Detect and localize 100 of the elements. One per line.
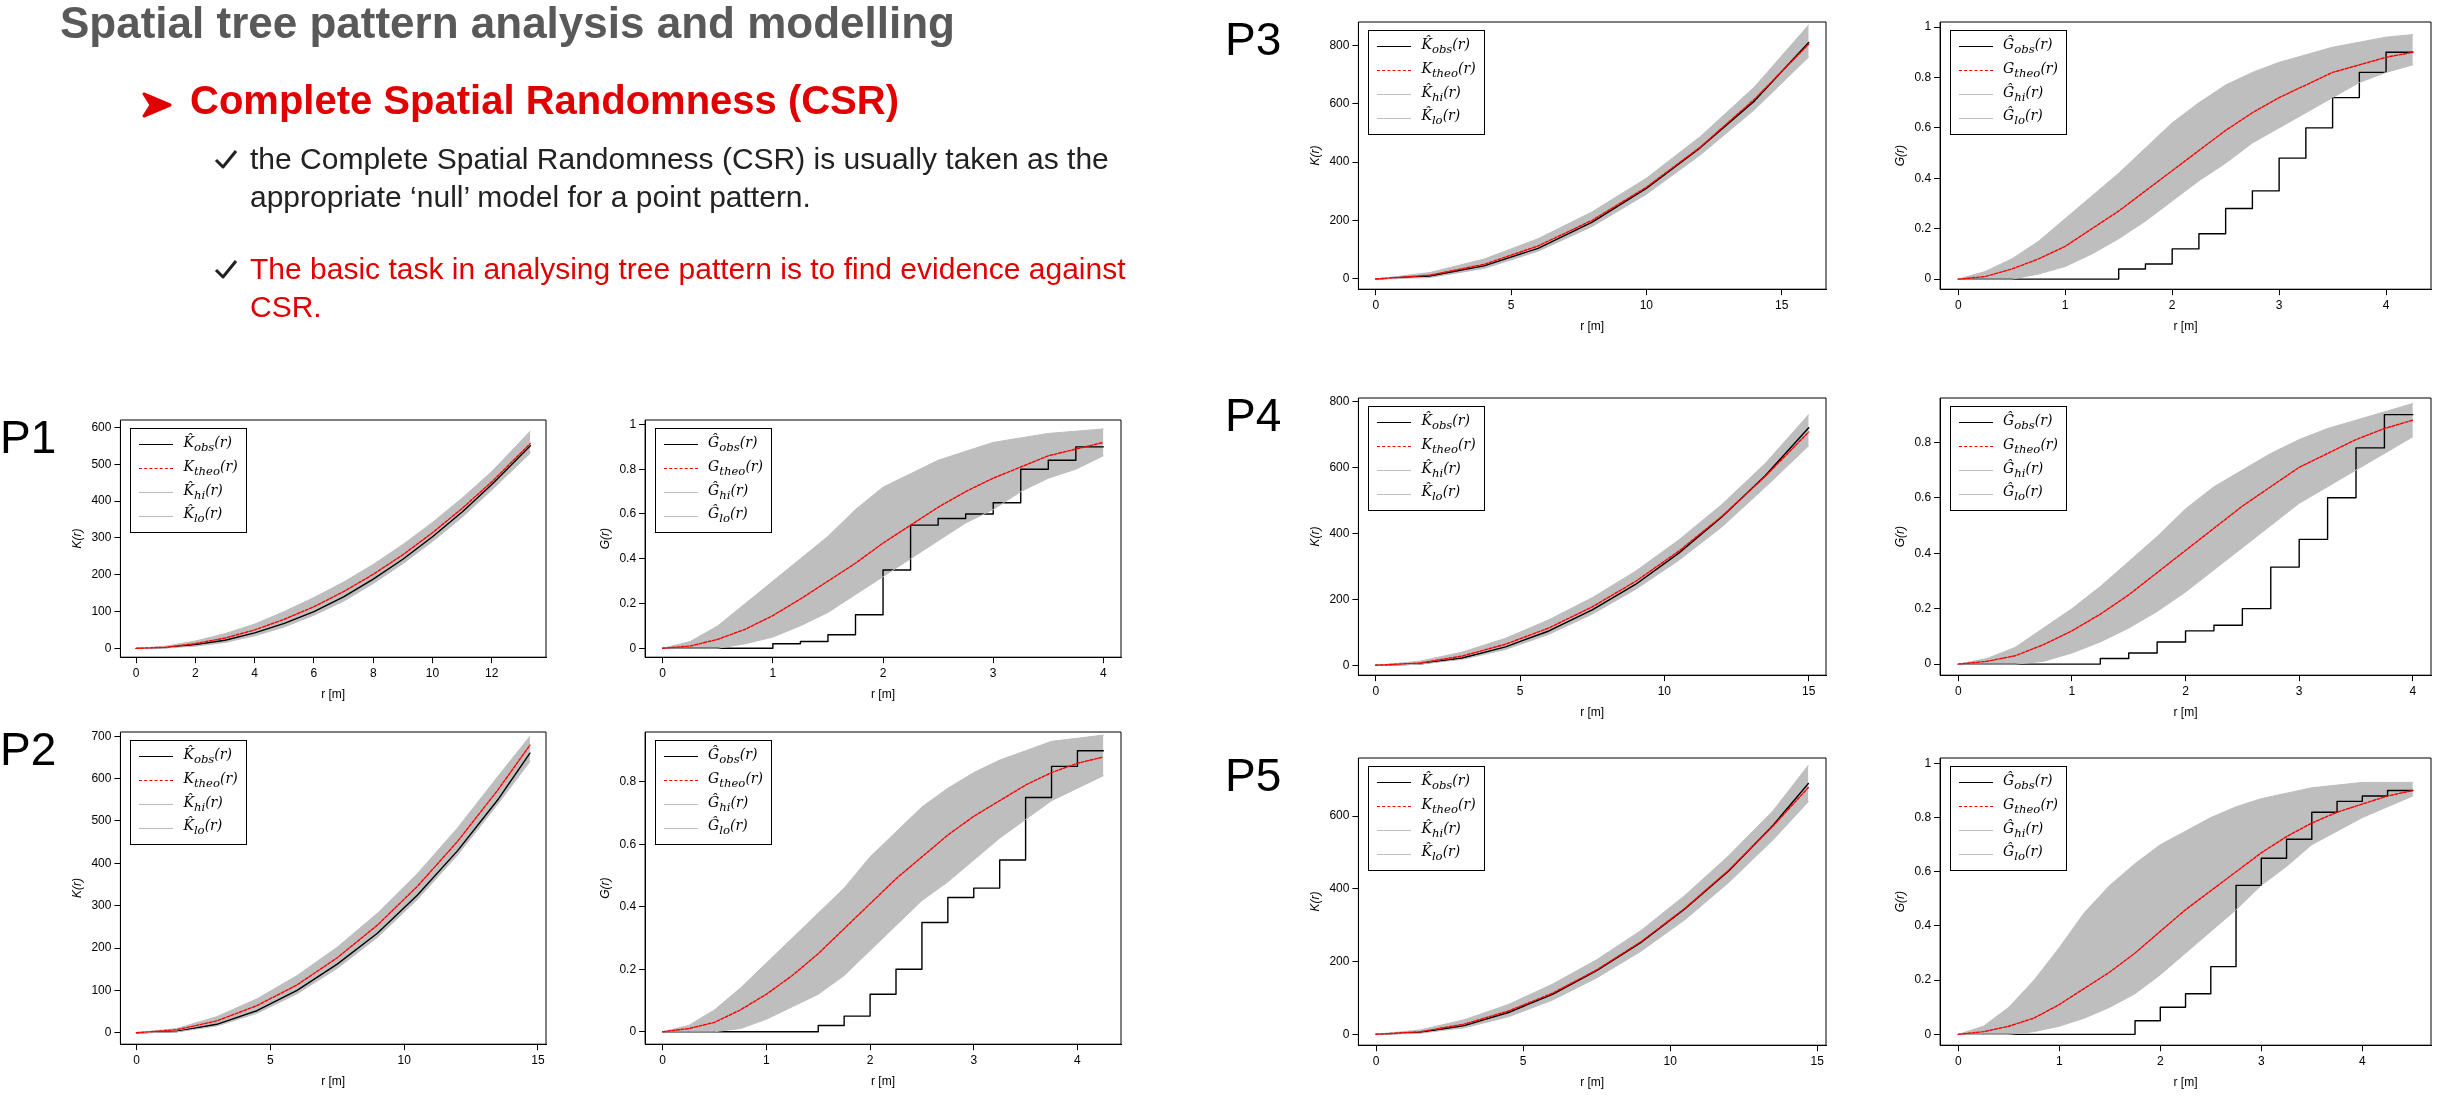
y-tick-label: 0.8 [619, 461, 637, 476]
x-tick-label: 2 [879, 665, 887, 680]
y-tick-label: 400 [1329, 881, 1350, 896]
legend-label: Ĝ$_{hi}$(r) [2003, 82, 2044, 106]
y-tick-label: 0.8 [1914, 434, 1932, 449]
x-tick-label: 1 [2068, 683, 2076, 698]
y-tick-label: 0.8 [1914, 69, 1932, 84]
y-tick-label: 700 [91, 728, 112, 743]
y-axis-title: G(r) [597, 877, 612, 899]
legend-label: Ĝ$_{obs}$(r) [2003, 771, 2053, 794]
x-tick-label: 4 [2358, 1053, 2366, 1068]
y-tick-label: 400 [91, 493, 112, 508]
x-tick-label: 3 [970, 1052, 978, 1067]
legend-label: G$_{theo}$(r) [2003, 794, 2058, 818]
y-tick-label: 0 [629, 640, 637, 655]
y-tick-label: 0.6 [619, 506, 637, 521]
legend-label: K̂$_{lo}$(r) [183, 816, 223, 840]
y-tick-label: 200 [1329, 591, 1350, 606]
legend-label: K$_{theo}$(r) [183, 768, 238, 792]
x-tick-label: 4 [251, 665, 259, 680]
x-tick-label: 10 [1663, 1053, 1678, 1068]
x-tick-label: 10 [425, 665, 440, 680]
y-tick-label: 200 [1329, 953, 1350, 968]
y-tick-label: 0 [1342, 271, 1350, 286]
y-tick-label: 300 [91, 530, 112, 545]
x-tick-label: 5 [1516, 683, 1524, 698]
y-tick-label: 0.8 [619, 774, 637, 789]
x-axis-title: r [m] [1580, 319, 1605, 334]
x-tick-label: 12 [485, 665, 499, 680]
legend-label: K̂$_{lo}$(r) [1421, 842, 1461, 866]
x-tick-label: 0 [132, 665, 140, 680]
chart-title: P2 [0, 722, 57, 776]
legend-label: K̂$_{lo}$(r) [1421, 106, 1461, 130]
x-tick-label: 0 [659, 1052, 667, 1067]
x-axis-title: r [m] [1580, 705, 1605, 720]
legend-label: Ĝ$_{lo}$(r) [708, 504, 748, 528]
x-axis-title: r [m] [871, 687, 896, 702]
legend-label: K̂$_{hi}$(r) [1421, 458, 1461, 482]
x-tick-label: 3 [989, 665, 997, 680]
legend-label: K$_{theo}$(r) [1421, 58, 1476, 82]
x-tick-label: 3 [2295, 683, 2303, 698]
y-tick-label: 0.6 [619, 836, 637, 851]
x-tick-label: 15 [1774, 297, 1789, 312]
y-tick-label: 0.2 [1914, 221, 1932, 236]
legend-label: K$_{theo}$(r) [183, 456, 238, 480]
legend-label: K̂$_{hi}$(r) [183, 480, 223, 504]
x-tick-label: 2 [2182, 683, 2190, 698]
legend-label: Ĝ$_{obs}$(r) [708, 433, 758, 456]
x-tick-label: 0 [1372, 683, 1380, 698]
y-tick-label: 0.2 [1914, 600, 1932, 615]
text: Complete Spatial Randomness (CSR) [190, 78, 900, 123]
x-axis-title: r [m] [2173, 1075, 2198, 1090]
x-axis-title: r [m] [321, 687, 346, 702]
y-axis-title: G(r) [597, 527, 612, 550]
x-tick-label: 1 [763, 1052, 771, 1067]
x-tick-label: 15 [1810, 1053, 1825, 1068]
y-tick-label: 800 [1329, 37, 1350, 52]
y-tick-label: 600 [1329, 459, 1350, 474]
y-tick-label: 0 [1924, 1026, 1932, 1041]
y-tick-label: 200 [91, 940, 112, 955]
legend-label: Ĝ$_{hi}$(r) [2003, 818, 2044, 842]
y-tick-label: 0 [629, 1024, 637, 1039]
x-tick-label: 4 [1100, 665, 1108, 680]
x-tick-label: 0 [659, 665, 667, 680]
legend-label: K̂$_{lo}$(r) [183, 504, 223, 528]
x-tick-label: 0 [1372, 297, 1380, 312]
x-tick-label: 1 [2061, 297, 2069, 312]
x-tick-label: 5 [1507, 297, 1515, 312]
legend-label: G$_{theo}$(r) [708, 768, 763, 792]
x-tick-label: 10 [1639, 297, 1654, 312]
legend-label: K$_{theo}$(r) [1421, 434, 1476, 458]
x-axis-title: r [m] [1580, 1075, 1605, 1090]
x-tick-label: 3 [2275, 297, 2283, 312]
x-tick-label: 0 [1954, 1053, 1962, 1068]
y-tick-label: 0.6 [1914, 490, 1932, 505]
y-tick-label: 0.4 [619, 551, 637, 566]
legend-label: Ĝ$_{lo}$(r) [708, 816, 748, 840]
y-tick-label: 0.2 [1914, 972, 1932, 987]
legend-label: K̂$_{obs}$(r) [1421, 411, 1470, 434]
legend-label: K̂$_{hi}$(r) [1421, 82, 1461, 106]
x-tick-label: 2 [2168, 297, 2176, 312]
x-tick-label: 1 [2055, 1053, 2063, 1068]
y-axis-title: K(r) [1307, 526, 1322, 547]
x-tick-label: 0 [1372, 1053, 1380, 1068]
chart-title: P1 [0, 410, 57, 464]
x-tick-label: 6 [310, 665, 318, 680]
chart-title: P4 [1225, 388, 1282, 442]
y-axis-title: K(r) [69, 528, 84, 549]
x-tick-label: 4 [1074, 1052, 1082, 1067]
x-tick-label: 8 [369, 665, 377, 680]
y-tick-label: 0 [104, 1025, 112, 1040]
y-tick-label: 0.8 [1914, 809, 1932, 824]
x-tick-label: 2 [2156, 1053, 2164, 1068]
y-tick-label: 0 [104, 640, 112, 655]
x-tick-label: 3 [2257, 1053, 2265, 1068]
legend-label: Ĝ$_{hi}$(r) [708, 792, 749, 816]
x-axis-title: r [m] [2173, 705, 2198, 720]
x-tick-label: 15 [1802, 683, 1816, 698]
legend-label: Ĝ$_{lo}$(r) [2003, 106, 2043, 130]
y-axis-title: G(r) [1892, 144, 1907, 167]
